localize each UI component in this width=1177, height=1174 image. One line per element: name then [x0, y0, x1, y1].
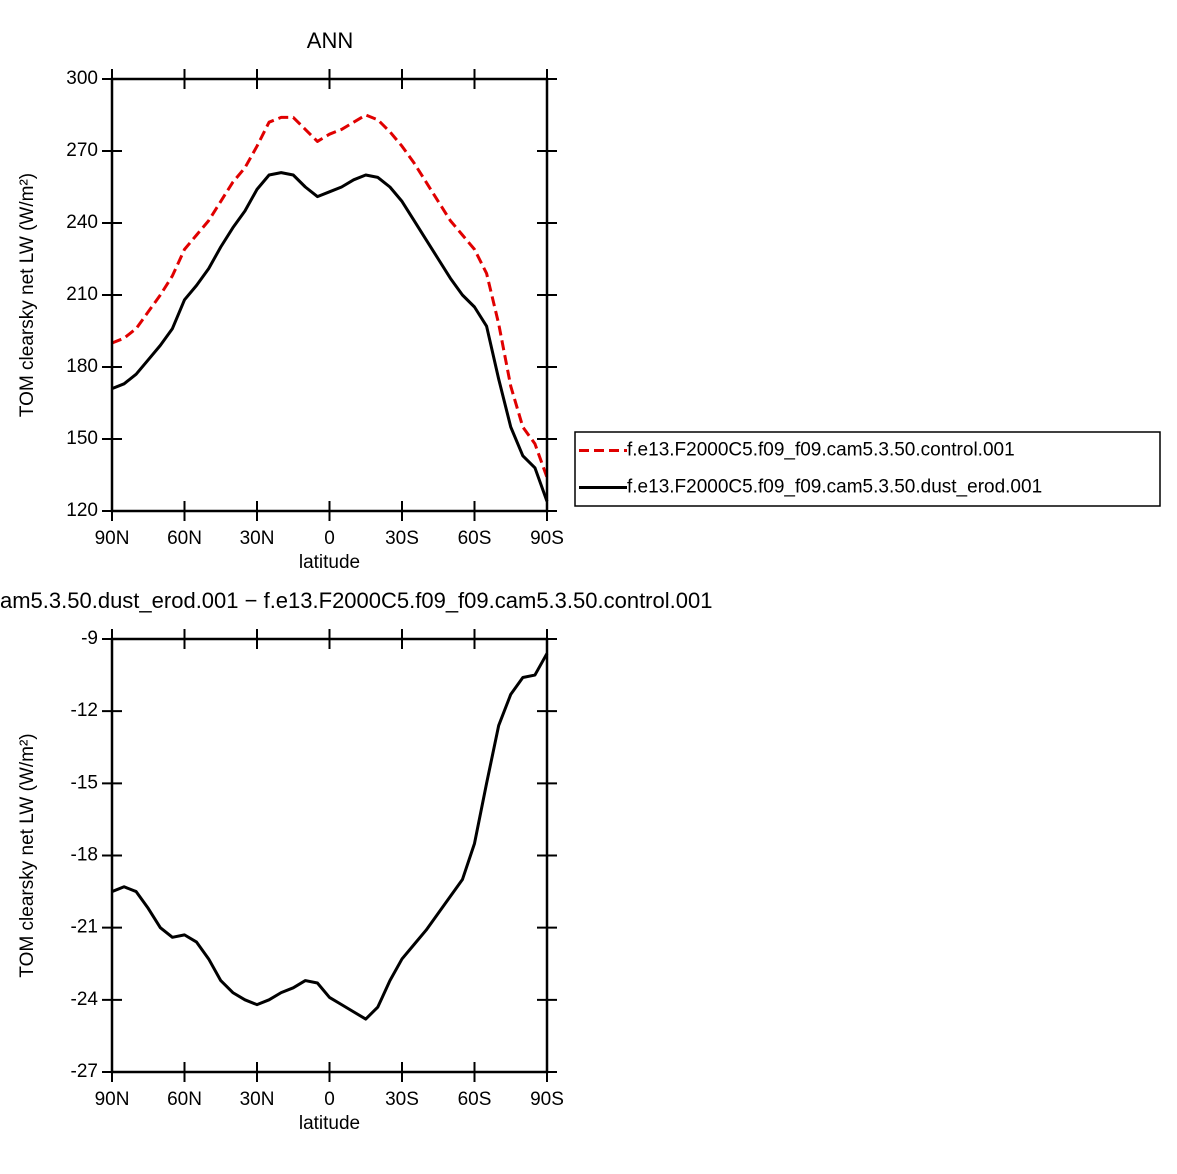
chart-title: ANN: [307, 28, 353, 53]
y-tick-label: 210: [66, 284, 98, 305]
y-tick-label: 150: [66, 428, 98, 449]
x-tick-label: 60N: [167, 1089, 202, 1110]
y-tick-label: 120: [66, 500, 98, 521]
y-tick-label: 270: [66, 140, 98, 161]
x-tick-label: 30S: [385, 1089, 419, 1110]
y-axis-label: TOM clearsky net LW (W/m²): [17, 173, 38, 417]
x-tick-label: 0: [324, 1089, 335, 1110]
y-tick-label: -12: [71, 700, 98, 721]
plot-frame: [110, 77, 549, 513]
x-tick-label: 60S: [458, 528, 492, 549]
x-tick-label: 90S: [530, 528, 564, 549]
y-axis-label: TOM clearsky net LW (W/m²): [17, 733, 38, 977]
x-tick-label: 90N: [95, 528, 130, 549]
y-tick-label: 180: [66, 356, 98, 377]
series-line: [111, 113, 549, 478]
chart-title: am5.3.50.dust_erod.001 − f.e13.F2000C5.f…: [0, 588, 712, 613]
y-tick-label: 300: [66, 68, 98, 89]
x-tick-label: 60N: [167, 528, 202, 549]
y-tick-label: -18: [71, 845, 98, 866]
plot-frame: [110, 637, 549, 1074]
x-tick-label: 30N: [240, 1089, 275, 1110]
x-tick-label: 60S: [458, 1089, 492, 1110]
x-tick-label: 90N: [95, 1089, 130, 1110]
x-tick-label: 0: [324, 528, 335, 549]
y-tick-label: -21: [71, 917, 98, 938]
y-tick-label: -9: [81, 628, 98, 649]
y-tick-label: 240: [66, 212, 98, 233]
legend-box: [574, 431, 1161, 507]
series-line: [111, 171, 549, 502]
y-tick-label: -15: [71, 772, 98, 793]
x-tick-label: 30S: [385, 528, 419, 549]
legend-label: f.e13.F2000C5.f09_f09.cam5.3.50.control.…: [627, 440, 1015, 461]
y-tick-label: -27: [71, 1061, 98, 1082]
legend-label: f.e13.F2000C5.f09_f09.cam5.3.50.dust_ero…: [627, 477, 1042, 498]
x-tick-label: 90S: [530, 1089, 564, 1110]
series-line: [111, 652, 549, 1021]
y-tick-label: -24: [71, 989, 99, 1010]
x-tick-label: 30N: [240, 528, 275, 549]
x-axis-label: latitude: [299, 1113, 360, 1134]
x-axis-label: latitude: [299, 552, 360, 573]
